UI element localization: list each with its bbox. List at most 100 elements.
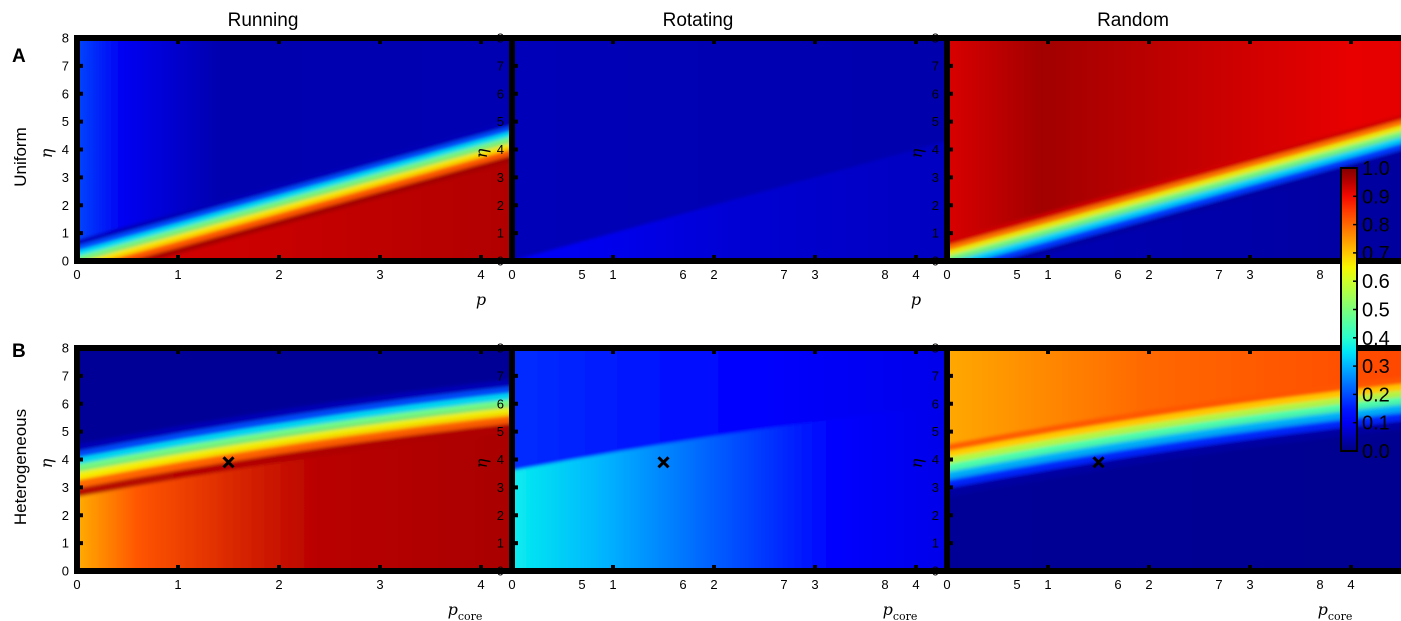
- x-tick-label: 0: [508, 267, 515, 282]
- y-tick-label: 6: [932, 86, 939, 101]
- x-tick-label: 0: [943, 267, 950, 282]
- x-tick-label: 5: [1013, 577, 1020, 592]
- x-tick-label: 7: [1215, 577, 1222, 592]
- x-axis-label: pcore: [883, 600, 918, 621]
- x-axis-label: pcore: [1318, 600, 1353, 621]
- y-tick-label: 8: [497, 31, 504, 46]
- y-tick-label: 7: [497, 58, 504, 73]
- y-tick-label: 4: [932, 452, 939, 467]
- column-title-running: Running: [228, 10, 299, 31]
- y-tick-label: 1: [62, 226, 69, 241]
- colorbar-tick-label: 0.3: [1362, 356, 1390, 378]
- colorbar-tick-label: 0.7: [1362, 243, 1390, 265]
- x-tick-label: 5: [578, 267, 585, 282]
- y-tick-label: 6: [497, 86, 504, 101]
- y-tick-label: 1: [932, 226, 939, 241]
- transition-band: [947, 114, 1401, 247]
- y-axis-label: η: [472, 458, 491, 468]
- x-tick-label: 1: [174, 267, 181, 282]
- y-tick-label: 0: [932, 564, 939, 579]
- x-tick-label: 3: [1246, 577, 1253, 592]
- x-tick-label: 1: [609, 267, 616, 282]
- x-tick-label: 5: [578, 577, 585, 592]
- y-tick-label: 0: [497, 254, 504, 269]
- y-tick-label: 2: [497, 508, 504, 523]
- x-tick-label: 0: [73, 267, 80, 282]
- heatmap-field: [947, 348, 1401, 571]
- transition-band: [947, 131, 1401, 261]
- y-tick-label: 3: [62, 480, 69, 495]
- cross-marker: [222, 456, 235, 469]
- y-tick-label: 7: [497, 368, 504, 383]
- y-tick-label: 5: [62, 114, 69, 129]
- x-tick-label: 5: [1013, 267, 1020, 282]
- row-label-uniform: Uniform: [11, 127, 30, 187]
- y-tick-label: 4: [62, 142, 69, 157]
- x-tick-label: 1: [609, 577, 616, 592]
- x-tick-label: 2: [275, 267, 282, 282]
- y-tick-label: 2: [932, 198, 939, 213]
- y-tick-label: 5: [932, 424, 939, 439]
- y-tick-label: 8: [497, 341, 504, 356]
- colorbar-tick-label: 0.5: [1362, 300, 1390, 322]
- x-tick-label: 2: [275, 577, 282, 592]
- x-tick-label: 1: [1044, 267, 1051, 282]
- x-tick-label: 8: [1316, 267, 1323, 282]
- colorbar-tick-label: 0.4: [1362, 328, 1390, 350]
- y-tick-label: 1: [497, 226, 504, 241]
- colorbar-tick-label: 0.0: [1362, 441, 1390, 463]
- x-tick-label: 2: [710, 267, 717, 282]
- x-tick-label: 3: [811, 577, 818, 592]
- y-tick-label: 3: [497, 480, 504, 495]
- x-tick-label: 8: [1316, 577, 1323, 592]
- y-tick-label: 8: [62, 31, 69, 46]
- y-tick-label: 8: [932, 31, 939, 46]
- y-tick-label: 0: [497, 564, 504, 579]
- x-tick-label: 3: [1246, 267, 1253, 282]
- y-tick-label: 3: [497, 170, 504, 185]
- column-title-random: Random: [1097, 10, 1169, 31]
- y-tick-label: 3: [932, 480, 939, 495]
- y-tick-label: 1: [62, 536, 69, 551]
- x-tick-label: 2: [710, 577, 717, 592]
- x-tick-label: 7: [780, 577, 787, 592]
- x-tick-label: 3: [811, 267, 818, 282]
- x-tick-label: 8: [881, 577, 888, 592]
- x-tick-label: 6: [679, 577, 686, 592]
- y-tick-label: 7: [932, 368, 939, 383]
- panel-heterogeneous-random: 0 1 2 3 4 5 6 7 8 0 1 2 3 4 5 6 7 8 η pcore: [907, 341, 1401, 621]
- colorbar-gradient: [1341, 168, 1357, 451]
- y-tick-label: 4: [62, 452, 69, 467]
- y-axis-label: η: [37, 148, 56, 158]
- x-tick-label: 1: [1044, 577, 1051, 592]
- y-tick-label: 6: [62, 86, 69, 101]
- colorbar-tick-label: 0.1: [1362, 413, 1390, 435]
- x-tick-label: 7: [780, 267, 787, 282]
- colorbar-tick-label: 1.0: [1362, 158, 1390, 180]
- y-axis-label: η: [472, 148, 491, 158]
- y-tick-label: 0: [62, 254, 69, 269]
- x-tick-label: 8: [881, 267, 888, 282]
- colorbar-tick-label: 0.2: [1362, 384, 1390, 406]
- x-tick-label: 4: [1347, 577, 1354, 592]
- x-tick-label: 3: [376, 267, 383, 282]
- x-axis-label: p: [911, 290, 921, 309]
- x-axis-label: pcore: [448, 600, 483, 621]
- y-tick-label: 1: [932, 536, 939, 551]
- y-tick-label: 3: [932, 170, 939, 185]
- y-tick-label: 0: [932, 254, 939, 269]
- y-tick-label: 5: [497, 114, 504, 129]
- y-tick-label: 2: [62, 508, 69, 523]
- y-axis-label: η: [37, 458, 56, 468]
- y-tick-label: 4: [497, 452, 504, 467]
- panel-uniform-random: 0 1 2 3 4 5 6 7 8 0 1 2 3 4 5 6 7 8 η p: [907, 31, 1401, 309]
- row-letter-b: B: [12, 341, 26, 362]
- x-axis-label: p: [476, 290, 486, 309]
- region-below-boundary: [947, 403, 1401, 571]
- transition-band: [999, 150, 1401, 261]
- transition-band: [976, 143, 1401, 261]
- y-axis-label: η: [907, 148, 926, 158]
- x-tick-label: 2: [1145, 577, 1152, 592]
- y-tick-label: 2: [497, 198, 504, 213]
